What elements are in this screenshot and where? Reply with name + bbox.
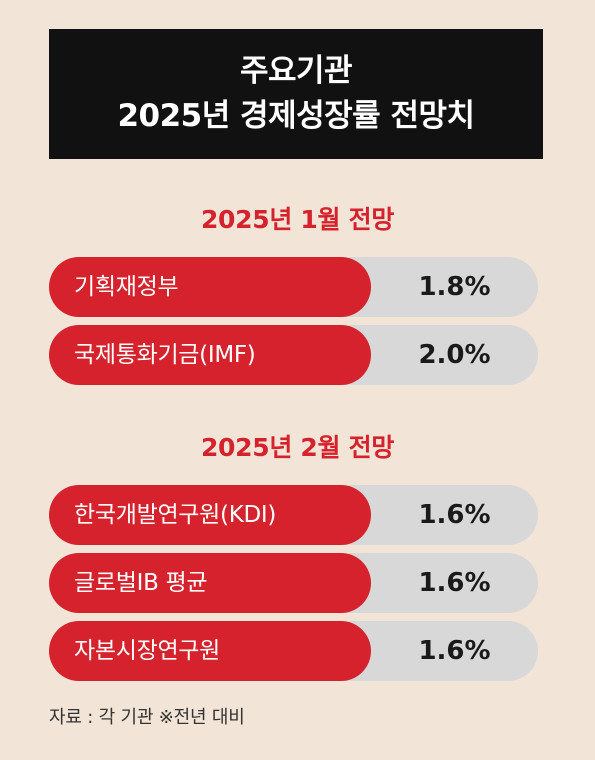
growth-rate-value: 2.0% — [418, 340, 491, 370]
title-box: 주요기관 2025년 경제성장률 전망치 — [49, 29, 543, 159]
forecast-row-moef: 기획재정부 1.8% — [49, 257, 538, 317]
growth-rate-value: 1.6% — [418, 568, 491, 598]
forecast-row-imf: 국제통화기금(IMF) 2.0% — [49, 325, 538, 385]
forecast-row-global-ib: 글로벌IB 평균 1.6% — [49, 553, 538, 613]
growth-rate-value: 1.8% — [418, 272, 491, 302]
growth-rate-value: 1.6% — [418, 636, 491, 666]
title-line-1: 주요기관 — [239, 53, 353, 89]
section-heading-january: 2025년 1월 전망 — [200, 205, 395, 234]
institution-label: 글로벌IB 평균 — [49, 553, 371, 613]
title-line-2: 2025년 경제성장률 전망치 — [117, 98, 475, 134]
section-heading-february: 2025년 2월 전망 — [200, 433, 395, 462]
forecast-row-kcmi: 자본시장연구원 1.6% — [49, 621, 538, 681]
institution-label: 국제통화기금(IMF) — [49, 325, 371, 385]
institution-label: 자본시장연구원 — [49, 621, 371, 681]
growth-rate-value: 1.6% — [418, 500, 491, 530]
source-note: 자료 : 각 기관 ※전년 대비 — [49, 707, 245, 728]
forecast-row-kdi: 한국개발연구원(KDI) 1.6% — [49, 485, 538, 545]
institution-label: 기획재정부 — [49, 257, 371, 317]
institution-label: 한국개발연구원(KDI) — [49, 485, 371, 545]
